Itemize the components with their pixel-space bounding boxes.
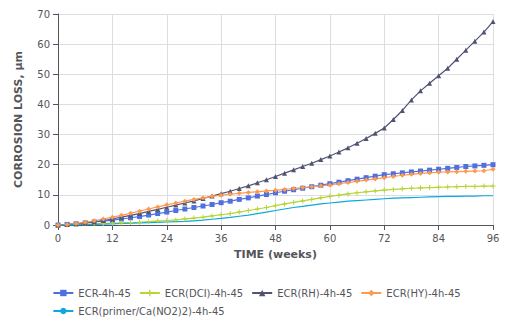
svg-text:24: 24 bbox=[160, 233, 173, 244]
svg-text:96: 96 bbox=[487, 233, 500, 244]
svg-text:TIME (weeks): TIME (weeks) bbox=[234, 248, 317, 261]
svg-text:40: 40 bbox=[37, 99, 50, 110]
svg-text:CORROSION LOSS, μm: CORROSION LOSS, μm bbox=[12, 51, 25, 188]
svg-text:48: 48 bbox=[269, 233, 282, 244]
svg-text:70: 70 bbox=[37, 9, 50, 20]
svg-text:ECR-4h-45: ECR-4h-45 bbox=[78, 288, 131, 299]
svg-text:0: 0 bbox=[44, 220, 50, 231]
svg-text:10: 10 bbox=[37, 189, 50, 200]
svg-text:50: 50 bbox=[37, 69, 50, 80]
svg-text:60: 60 bbox=[37, 39, 50, 50]
svg-text:0: 0 bbox=[55, 233, 61, 244]
svg-text:20: 20 bbox=[37, 159, 50, 170]
svg-text:30: 30 bbox=[37, 129, 50, 140]
svg-text:84: 84 bbox=[432, 233, 445, 244]
svg-text:ECR(HY)-4h-45: ECR(HY)-4h-45 bbox=[386, 288, 460, 299]
svg-text:ECR(RH)-4h-45: ECR(RH)-4h-45 bbox=[277, 288, 352, 299]
svg-text:ECR(DCI)-4h-45: ECR(DCI)-4h-45 bbox=[165, 288, 243, 299]
svg-text:36: 36 bbox=[215, 233, 228, 244]
svg-text:72: 72 bbox=[378, 233, 391, 244]
svg-text:ECR(primer/Ca(NO2)2)-4h-45: ECR(primer/Ca(NO2)2)-4h-45 bbox=[78, 306, 224, 317]
svg-text:12: 12 bbox=[106, 233, 119, 244]
svg-text:60: 60 bbox=[324, 233, 337, 244]
